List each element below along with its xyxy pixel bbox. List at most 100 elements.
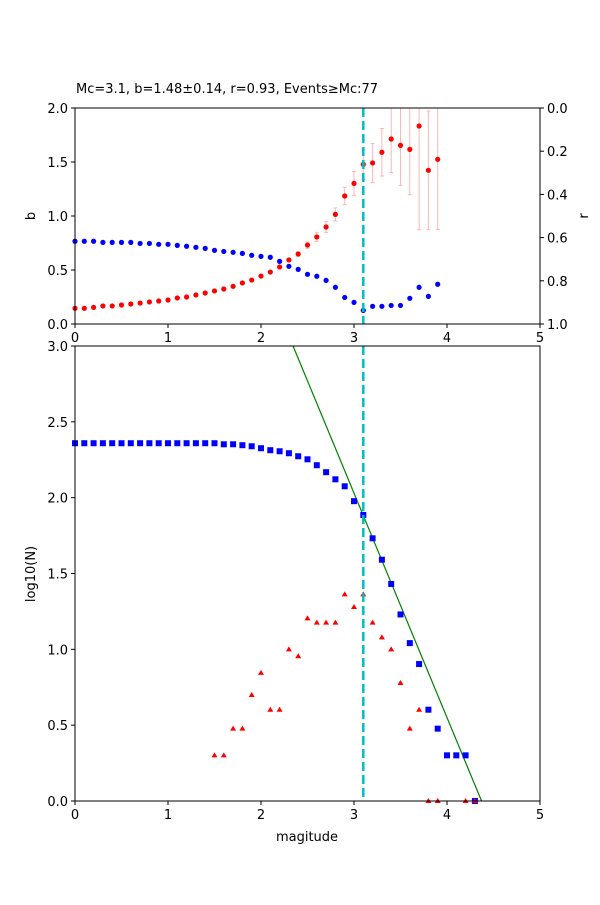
cumulative-point: [239, 442, 246, 449]
top-axes-frame: [74, 107, 541, 325]
r-value-point: [388, 302, 394, 309]
b-value-point: [351, 180, 357, 186]
noncumulative-point: [369, 619, 376, 625]
b-value-point: [370, 160, 376, 166]
x-tick-label: 4: [443, 808, 451, 823]
cumulative-point: [416, 661, 423, 668]
r-value-point: [156, 241, 162, 247]
b-value-point: [388, 136, 394, 142]
r-value-point: [286, 263, 292, 269]
cumulative-point: [81, 440, 88, 447]
y-tick-label: 1.0: [47, 210, 68, 225]
r-value-point: [304, 271, 311, 277]
r-value-point: [174, 242, 180, 248]
r-value-point: [370, 303, 376, 309]
cumulative-point: [323, 469, 330, 476]
b-value-point: [277, 264, 283, 270]
noncumulative-point: [239, 725, 246, 731]
cumulative-point: [360, 511, 367, 518]
cumulative-point: [155, 440, 162, 447]
y-right-tick-label: 0.6: [547, 232, 568, 247]
x-tick-label: 2: [257, 808, 265, 823]
cumulative-point: [165, 440, 171, 447]
y-tick-label: 2.5: [47, 416, 68, 431]
cumulative-point: [118, 440, 125, 447]
r-value-point: [267, 254, 273, 260]
cumulative-point: [211, 440, 218, 447]
r-value-point: [109, 239, 115, 245]
r-value-point: [146, 240, 152, 247]
b-value-point: [193, 292, 199, 298]
noncumulative-point: [267, 706, 274, 712]
cumulative-point: [267, 447, 274, 454]
y-right-tick-label: 0.4: [547, 188, 568, 203]
cumulative-point: [285, 450, 292, 457]
x-tick-label: 0: [71, 331, 79, 346]
noncumulative-point: [351, 604, 357, 610]
b-value-point: [379, 149, 385, 155]
cumulative-point: [192, 440, 199, 447]
y-tick-label: 0.0: [47, 795, 68, 810]
x-tick-label: 5: [536, 331, 544, 346]
b-value-point: [156, 298, 162, 304]
top-ylabel-right: r: [577, 213, 592, 219]
b-value-point: [267, 269, 273, 275]
b-value-point: [230, 283, 236, 289]
r-value-point: [323, 277, 329, 283]
cumulative-point: [406, 640, 413, 647]
r-value-point: [193, 244, 199, 250]
y-tick-label: 1.5: [47, 568, 68, 583]
cumulative-point: [462, 752, 469, 759]
y-tick-label: 0.0: [47, 318, 68, 333]
cumulative-point: [295, 453, 302, 460]
cumulative-point: [453, 752, 460, 759]
y-tick-label: 0.5: [47, 264, 68, 279]
bottom-axes-frame: [74, 345, 541, 802]
r-value-point: [165, 241, 171, 247]
r-value-point: [81, 238, 87, 244]
b-value-point: [435, 156, 441, 162]
b-value-point: [211, 288, 218, 294]
b-value-point: [295, 251, 301, 257]
b-value-point: [304, 242, 311, 248]
b-value-point: [342, 193, 348, 199]
y-right-tick-label: 0.2: [547, 145, 568, 160]
noncumulative-point: [323, 619, 330, 625]
cumulative-point: [183, 440, 190, 447]
r-value-point: [425, 293, 431, 299]
cumulative-point: [444, 752, 450, 759]
y-right-tick-label: 0.0: [547, 102, 568, 117]
b-value-point: [407, 146, 413, 152]
cumulative-point: [378, 556, 385, 563]
r-value-point: [295, 266, 301, 272]
chart-title: Mc=3.1, b=1.48±0.14, r=0.93, Events≥Mc:7…: [76, 82, 378, 97]
noncumulative-point: [211, 752, 218, 758]
r-value-point: [230, 249, 236, 255]
cumulative-point: [258, 445, 264, 452]
y-tick-label: 3.0: [47, 340, 68, 355]
noncumulative-point: [332, 619, 339, 625]
cumulative-point: [397, 611, 404, 618]
r-value-point: [249, 252, 255, 258]
r-value-point: [407, 295, 413, 301]
y-tick-label: 2.0: [47, 102, 68, 117]
r-value-point: [100, 239, 106, 245]
cumulative-point: [230, 441, 237, 448]
cumulative-point: [388, 580, 395, 587]
noncumulative-point: [416, 706, 423, 712]
x-tick-label: 3: [350, 331, 358, 346]
noncumulative-point: [295, 653, 302, 659]
r-value-point: [277, 258, 283, 264]
r-value-point: [184, 243, 190, 249]
b-value-point: [184, 294, 190, 300]
b-value-point: [314, 234, 320, 240]
cumulative-point: [304, 456, 311, 463]
b-value-point: [202, 290, 208, 296]
r-value-point: [314, 273, 320, 279]
b-value-point: [323, 224, 329, 230]
b-value-point: [165, 297, 171, 303]
r-value-point: [211, 247, 218, 253]
noncumulative-point: [341, 591, 348, 597]
noncumulative-point: [220, 752, 227, 758]
